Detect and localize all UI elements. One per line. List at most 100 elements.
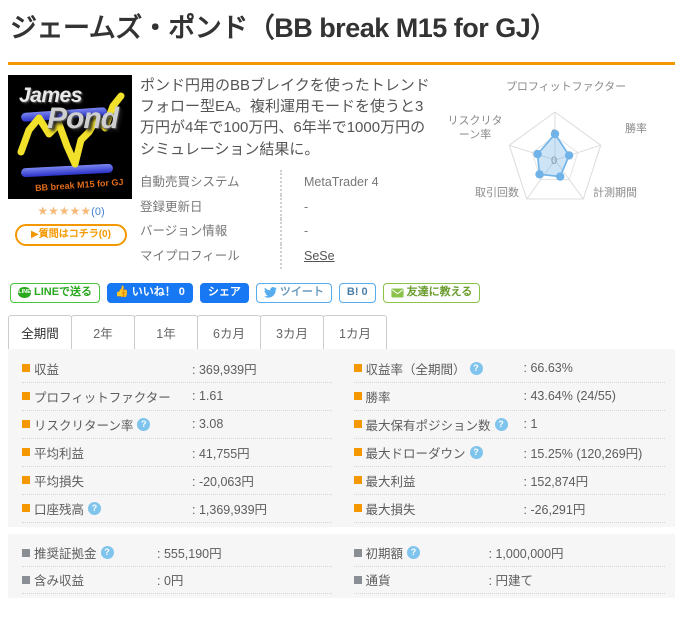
help-icon[interactable]: ? bbox=[100, 546, 114, 560]
price-zigzag-shape bbox=[17, 92, 125, 168]
product-summary-section: James Pond BB break M15 for GJ ★★★★★(0) … bbox=[0, 65, 683, 269]
radar-label-period: 計測期間 bbox=[593, 186, 637, 199]
secondary-stats-panel: 推奨証拠金? : 555,190円 含み収益 : 0円 初期額? : 1,000… bbox=[8, 533, 675, 598]
facebook-like-button[interactable]: 👍 いいね！ 0 bbox=[107, 282, 193, 303]
ask-question-button[interactable]: ▶質問はコチラ(0) bbox=[15, 223, 127, 246]
stat-key: 推奨証拠金? bbox=[22, 543, 157, 562]
stat-key: 収益 bbox=[22, 359, 192, 378]
hatena-label: B! bbox=[346, 286, 359, 299]
bullet-icon bbox=[353, 476, 362, 485]
spec-value: MetaTrader 4 bbox=[304, 174, 379, 189]
stat-key: 収益率（全期間）? bbox=[353, 359, 524, 378]
stat-key: 平均損失 bbox=[22, 471, 192, 490]
line-icon: LINE bbox=[18, 287, 31, 299]
stat-key: リスクリターン率? bbox=[22, 415, 192, 434]
product-spec-table: 自動売買システム MetaTrader 4 登録更新日 - バージョン情報 - … bbox=[140, 169, 434, 269]
tab-3-months[interactable]: 3カ月 bbox=[260, 314, 324, 349]
stat-key: 勝率 bbox=[353, 387, 524, 406]
mail-icon bbox=[391, 288, 404, 298]
stat-key: 最大利益 bbox=[353, 471, 524, 490]
stat-label: プロフィットファクター bbox=[34, 390, 171, 405]
spec-value: SeSe bbox=[304, 244, 434, 269]
thumbnail-brand-top: James bbox=[19, 83, 82, 107]
bullet-icon bbox=[353, 575, 362, 584]
radar-chart-svg: 3 0 bbox=[508, 111, 602, 200]
tab-6-months[interactable]: 6カ月 bbox=[197, 314, 261, 349]
bullet-icon bbox=[353, 420, 362, 429]
stat-label: 収益 bbox=[34, 362, 60, 377]
stat-value: : -26,291円 bbox=[523, 502, 586, 517]
thumbnail-brand-bottom: Pond bbox=[47, 101, 119, 135]
help-icon[interactable]: ? bbox=[469, 445, 483, 459]
stat-label: 通貨 bbox=[365, 574, 391, 589]
bullet-icon bbox=[353, 364, 362, 373]
product-description: ポンド円用のBBブレイクを使ったトレンドフォロー型EA。複利運用モードを使うと3… bbox=[140, 76, 430, 158]
stat-label: 平均利益 bbox=[34, 446, 85, 461]
stat-value: : 1,369,939円 bbox=[192, 502, 268, 517]
stat-row-max-profit: 最大利益 : 152,874円 bbox=[353, 467, 665, 495]
rating-count: (0) bbox=[91, 205, 105, 218]
stat-value: : 66.63% bbox=[523, 361, 573, 376]
stat-row-currency: 通貨 : 円建て bbox=[353, 567, 665, 594]
help-icon[interactable]: ? bbox=[494, 417, 508, 431]
radar-grid-inner bbox=[531, 135, 579, 180]
stat-row-initial-amount: 初期額? : 1,000,000円 bbox=[353, 540, 665, 567]
stat-row-max-loss: 最大損失 : -26,291円 bbox=[353, 495, 665, 523]
product-thumbnail-image[interactable]: James Pond BB break M15 for GJ bbox=[8, 74, 132, 199]
tab-1-month[interactable]: 1カ月 bbox=[323, 314, 387, 349]
hatena-bookmark-button[interactable]: B! 0 bbox=[338, 282, 376, 303]
tab-all-period[interactable]: 全期間 bbox=[8, 314, 72, 349]
bullet-icon bbox=[22, 364, 30, 373]
thumbs-up-icon: 👍 bbox=[115, 286, 129, 299]
tab-1-year[interactable]: 1年 bbox=[134, 314, 198, 349]
stat-value: : 1.61 bbox=[192, 389, 224, 404]
bullet-icon bbox=[22, 392, 30, 401]
rating-stars: ★★★★★(0) bbox=[8, 205, 134, 218]
radar-data-polygon bbox=[536, 132, 571, 178]
product-thumbnail-column: James Pond BB break M15 for GJ ★★★★★(0) … bbox=[8, 74, 134, 246]
stat-row-max-drawdown: 最大ドローダウン? : 15.25% (120,269円) bbox=[353, 439, 665, 467]
stat-value: : 1 bbox=[523, 417, 538, 432]
spec-divider bbox=[280, 194, 304, 220]
facebook-like-label: いいね！ bbox=[131, 286, 176, 299]
star-glyphs: ★★★★★ bbox=[37, 203, 92, 218]
primary-stats-panel: 収益 : 369,939円 プロフィットファクター : 1.61 リスクリターン… bbox=[8, 348, 676, 527]
bullet-icon bbox=[22, 448, 30, 457]
stat-row-recommended-margin: 推奨証拠金? : 555,190円 bbox=[22, 540, 332, 567]
facebook-share-button[interactable]: シェア bbox=[199, 282, 249, 303]
period-tab-bar: 全期間 2年 1年 6カ月 3カ月 1カ月 bbox=[0, 314, 683, 349]
primary-stats-right-column: 収益率（全期間）? : 66.63% 勝率 : 43.64% (24/55) 最… bbox=[342, 355, 676, 523]
page-title: ジェームズ・ポンド（BB break M15 for GJ） bbox=[10, 13, 557, 43]
line-share-label: LINEで送る bbox=[34, 286, 93, 299]
stat-key: 平均利益 bbox=[22, 443, 192, 462]
table-row: マイプロフィール SeSe bbox=[140, 244, 434, 269]
stat-label: 初期額 bbox=[365, 547, 404, 562]
radar-chart-column: 3 0 プロフィットファクター 勝率 計測期間 取引回数 リスクリターン率 bbox=[434, 75, 675, 225]
stat-key: 初期額? bbox=[353, 543, 489, 562]
spec-value: - bbox=[304, 224, 309, 239]
twitter-icon bbox=[263, 287, 277, 299]
bullet-icon bbox=[353, 448, 362, 457]
tab-2-years[interactable]: 2年 bbox=[71, 314, 135, 349]
profile-link[interactable]: SeSe bbox=[304, 249, 335, 264]
stat-row-unrealized-profit: 含み収益 : 0円 bbox=[22, 567, 332, 594]
facebook-like-count: 0 bbox=[178, 286, 185, 299]
stat-label: 最大ドローダウン bbox=[365, 446, 466, 461]
stat-value: : 円建て bbox=[488, 574, 533, 589]
stat-value: : 3.08 bbox=[192, 417, 224, 432]
table-row: 登録更新日 - bbox=[140, 194, 434, 220]
line-share-button[interactable]: LINE LINEで送る bbox=[10, 282, 101, 303]
stat-key: 最大損失 bbox=[353, 499, 524, 518]
twitter-share-button[interactable]: ツイート bbox=[255, 282, 332, 303]
stat-key: 最大保有ポジション数? bbox=[353, 415, 524, 434]
bullet-icon bbox=[22, 504, 30, 513]
help-icon[interactable]: ? bbox=[469, 361, 483, 375]
stat-row-win-rate: 勝率 : 43.64% (24/55) bbox=[353, 383, 665, 411]
stat-value: : 369,939円 bbox=[192, 362, 257, 377]
help-icon[interactable]: ? bbox=[88, 501, 102, 515]
email-friend-button[interactable]: 友達に教える bbox=[382, 282, 481, 303]
help-icon[interactable]: ? bbox=[407, 546, 421, 560]
stat-value: : 41,755円 bbox=[192, 446, 250, 461]
help-icon[interactable]: ? bbox=[137, 417, 151, 431]
stat-key: プロフィットファクター bbox=[22, 387, 192, 406]
